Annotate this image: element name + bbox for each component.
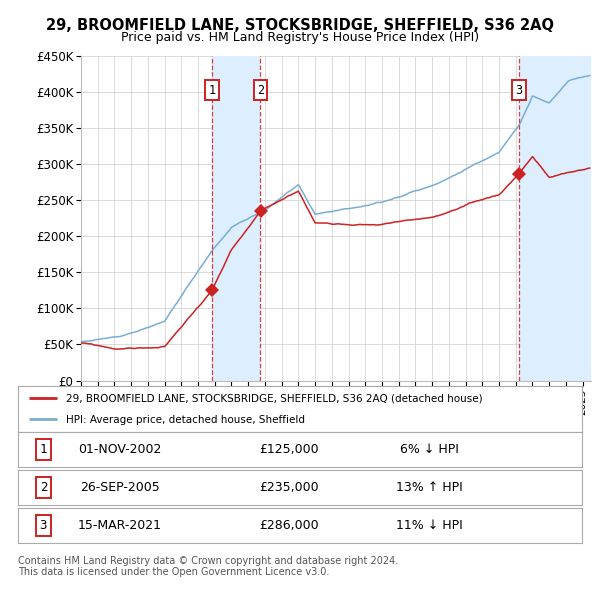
Text: 6% ↓ HPI: 6% ↓ HPI — [400, 443, 459, 456]
Text: £235,000: £235,000 — [259, 481, 319, 494]
Text: 3: 3 — [515, 84, 523, 97]
Text: 1: 1 — [208, 84, 215, 97]
Text: Price paid vs. HM Land Registry's House Price Index (HPI): Price paid vs. HM Land Registry's House … — [121, 31, 479, 44]
Text: 01-NOV-2002: 01-NOV-2002 — [78, 443, 161, 456]
Text: Contains HM Land Registry data © Crown copyright and database right 2024.
This d: Contains HM Land Registry data © Crown c… — [18, 556, 398, 578]
Text: 2: 2 — [257, 84, 264, 97]
Text: 2: 2 — [40, 481, 47, 494]
Text: 29, BROOMFIELD LANE, STOCKSBRIDGE, SHEFFIELD, S36 2AQ (detached house): 29, BROOMFIELD LANE, STOCKSBRIDGE, SHEFF… — [66, 394, 482, 404]
Text: £286,000: £286,000 — [259, 519, 319, 532]
Text: 29, BROOMFIELD LANE, STOCKSBRIDGE, SHEFFIELD, S36 2AQ: 29, BROOMFIELD LANE, STOCKSBRIDGE, SHEFF… — [46, 18, 554, 32]
Text: £125,000: £125,000 — [259, 443, 319, 456]
Text: 13% ↑ HPI: 13% ↑ HPI — [397, 481, 463, 494]
Text: HPI: Average price, detached house, Sheffield: HPI: Average price, detached house, Shef… — [66, 415, 305, 425]
Text: 26-SEP-2005: 26-SEP-2005 — [80, 481, 160, 494]
Text: 15-MAR-2021: 15-MAR-2021 — [77, 519, 161, 532]
Text: 3: 3 — [40, 519, 47, 532]
Text: 11% ↓ HPI: 11% ↓ HPI — [397, 519, 463, 532]
Text: 1: 1 — [40, 443, 47, 456]
